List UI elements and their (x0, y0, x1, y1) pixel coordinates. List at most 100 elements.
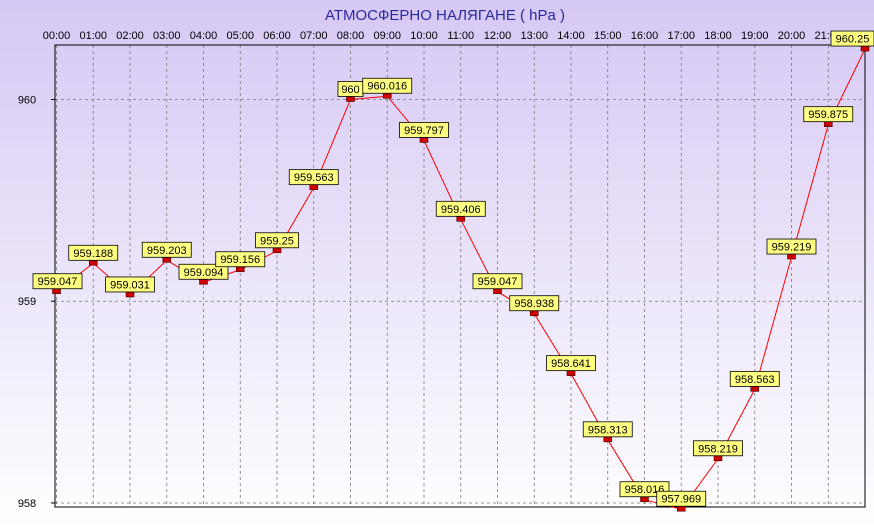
data-label-text: 958.641 (551, 358, 591, 370)
x-tick-label: 19:00 (741, 30, 769, 42)
data-label-box (830, 30, 874, 47)
data-label-text: 958.219 (698, 443, 738, 455)
data-label-box (255, 232, 299, 249)
data-label: 959.203 (141, 241, 192, 258)
data-label-box (546, 355, 596, 372)
grid-lines (55, 45, 866, 507)
data-point-marker (162, 256, 172, 263)
data-point-marker (125, 291, 135, 298)
data-point-marker (235, 266, 245, 273)
data-label-box (803, 106, 854, 123)
x-tick-label: 07:00 (300, 30, 328, 42)
data-label: 959.797 (399, 122, 449, 138)
data-point-marker (787, 253, 796, 260)
x-tick-label: 00:00 (43, 30, 71, 42)
data-label-text: 959.188 (73, 248, 113, 260)
x-tick-label: 20:00 (778, 30, 806, 42)
data-point-marker (346, 96, 355, 102)
data-label-box (582, 421, 633, 438)
x-tick-label: 09:00 (373, 30, 401, 42)
data-label-box (693, 440, 743, 457)
data-point-marker (603, 436, 613, 443)
data-label-box (362, 77, 413, 94)
data-label: 960.016 (362, 77, 413, 94)
data-label-text: 959.203 (147, 245, 187, 257)
data-label-box (656, 490, 707, 507)
data-label: 959.25 (255, 232, 299, 249)
data-label: 959.031 (105, 276, 155, 293)
data-label: 959.219 (766, 238, 817, 255)
data-label-text: 959.156 (220, 254, 260, 266)
data-label-text: 960.25 (836, 34, 870, 46)
data-label: 959.094 (178, 263, 229, 280)
data-label-text: 958.563 (735, 374, 775, 386)
data-label: 959.188 (68, 244, 119, 261)
data-label: 960 (337, 81, 364, 97)
data-point-marker (823, 121, 833, 127)
data-label: 959.563 (288, 169, 339, 186)
data-point-marker (52, 288, 61, 295)
y-tick-label: 958 (18, 498, 36, 510)
data-label-text: 959.094 (184, 267, 224, 279)
data-label-text: 959.797 (404, 125, 444, 137)
data-point-marker (676, 505, 686, 512)
data-label-box (399, 122, 449, 138)
data-point-marker (640, 496, 649, 503)
data-label: 959.875 (803, 106, 854, 123)
y-tick-label: 959 (18, 296, 36, 308)
data-label: 960.25 (830, 30, 874, 47)
data-point-marker (566, 370, 576, 376)
data-label-text: 960.016 (367, 81, 407, 93)
data-label: 958.219 (693, 440, 743, 457)
data-label-box (766, 238, 817, 255)
data-label-text: 959.406 (441, 204, 481, 216)
data-label-text: 959.047 (38, 276, 78, 288)
data-label-text: 960 (341, 84, 359, 96)
data-label-box (105, 276, 155, 293)
data-point-marker (750, 386, 760, 392)
x-tick-label: 10:00 (410, 30, 438, 42)
data-point-marker (529, 310, 539, 317)
data-label: 958.641 (546, 355, 596, 372)
chart-title: АТМОСФЕРНО НАЛЯГАНЕ ( hPa ) (325, 7, 565, 24)
x-tick-label: 06:00 (263, 30, 291, 42)
x-tick-label: 04:00 (190, 30, 218, 42)
x-tick-label: 08:00 (337, 30, 365, 42)
y-tick-label: 960 (18, 94, 36, 106)
data-point-marker (493, 288, 502, 295)
data-point-marker (382, 92, 392, 99)
x-tick-label: 14:00 (557, 30, 585, 42)
data-label-box (472, 273, 523, 290)
data-label: 959.406 (435, 200, 486, 217)
x-tick-label: 13:00 (520, 30, 548, 42)
data-label-box (215, 251, 266, 268)
data-label: 958.563 (729, 370, 780, 387)
data-label-text: 958.313 (588, 424, 628, 436)
data-label-box (509, 295, 560, 312)
x-tick-label: 05:00 (226, 30, 254, 42)
x-axis-ticks: 00:00 01:00 02:00 03:00 04:00 05:00 06:00 07:00… (43, 30, 874, 42)
data-point-marker (713, 455, 723, 462)
data-label-text: 959.875 (808, 109, 848, 121)
x-tick-label: 11:00 (447, 30, 474, 42)
data-label-box (141, 241, 192, 258)
x-tick-label: 01:00 (79, 30, 107, 42)
data-label-text: 958.016 (625, 484, 665, 496)
data-point-marker (456, 216, 466, 222)
data-point-marker (272, 247, 282, 254)
data-label-text: 959.047 (478, 276, 518, 288)
data-label-box (288, 169, 339, 186)
x-tick-label: 12:00 (484, 30, 512, 42)
x-tick-label: 16:00 (631, 30, 659, 42)
data-label-box (729, 370, 780, 387)
data-label: 958.938 (509, 295, 560, 312)
data-label: 959.156 (215, 251, 266, 268)
data-label: 958.313 (582, 421, 633, 438)
data-point-marker (309, 184, 319, 190)
x-tick-label: 17:00 (667, 30, 695, 42)
data-label-text: 959.25 (260, 235, 294, 247)
x-tick-label: 03:00 (153, 30, 181, 42)
data-markers (52, 45, 870, 512)
